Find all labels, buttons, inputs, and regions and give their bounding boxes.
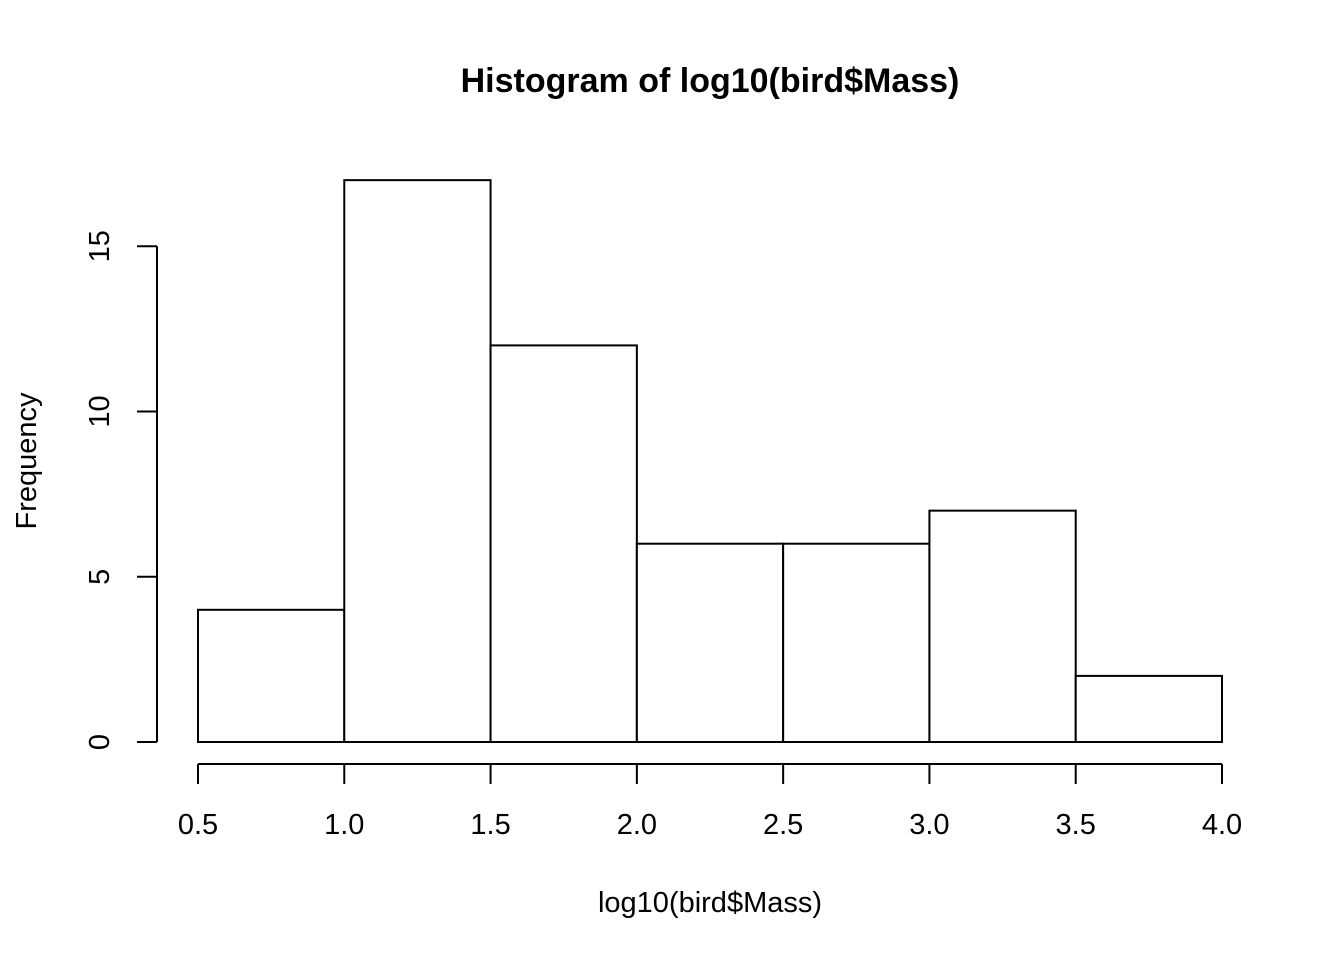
histogram-bar-3 [489,344,638,743]
y-tick-label: 5 [84,569,116,585]
x-tick-label: 3.0 [909,809,949,841]
histogram-bar-1 [197,608,346,743]
y-tick-label: 15 [84,230,116,262]
histogram-bar-2 [343,179,492,743]
x-tick-label: 3.5 [1056,809,1096,841]
y-tick-label: 0 [84,734,116,750]
x-tick-label: 1.5 [470,809,510,841]
histogram-bar-6 [928,509,1077,743]
x-tick-label: 4.0 [1202,809,1242,841]
x-axis-label: log10(bird$Mass) [598,887,822,919]
histogram-bar-7 [1074,674,1223,744]
histogram-bar-4 [635,542,785,744]
histogram-bar-5 [782,542,931,744]
x-tick-label: 2.5 [763,809,803,841]
x-tick-label: 0.5 [178,809,218,841]
y-axis: 0 5 10 15 [84,230,158,750]
chart-title: Histogram of log10(bird$Mass) [461,62,960,100]
x-tick-label: 2.0 [617,809,657,841]
x-tick-label: 1.0 [324,809,364,841]
y-tick-label: 10 [84,395,116,427]
bars-group [197,179,1223,744]
y-axis-label: Frequency [11,392,43,530]
x-axis: 0.5 1.0 1.5 2.0 2.5 3.0 3.5 4.0 [178,763,1242,841]
